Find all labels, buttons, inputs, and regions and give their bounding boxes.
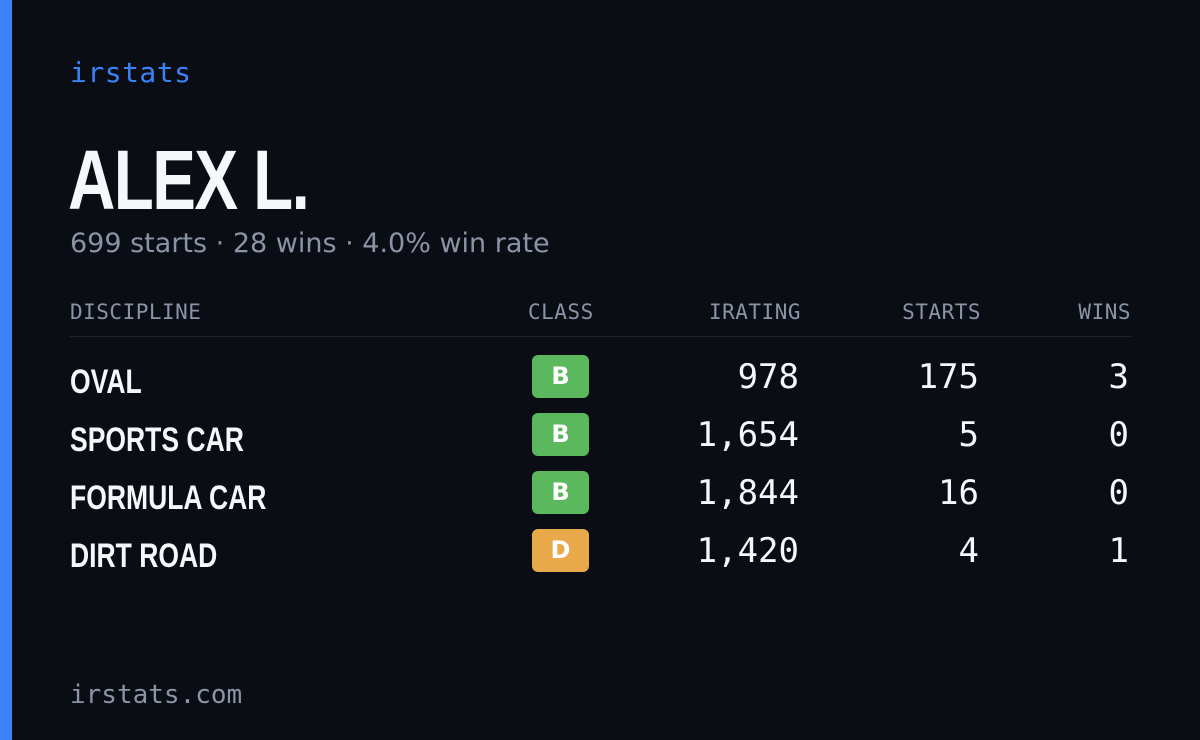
- irating-value: 1,844: [696, 473, 799, 513]
- irating-value: 1,420: [696, 531, 799, 571]
- player-summary: 699 starts · 28 wins · 4.0% win rate: [70, 228, 550, 259]
- wins-value: 3: [1108, 357, 1129, 397]
- wins-value: 0: [1108, 415, 1129, 455]
- class-badge: D: [532, 529, 589, 572]
- wins-value: 0: [1108, 473, 1129, 513]
- stats-table: DISCIPLINE CLASS IRATING STARTS WINS OVA…: [70, 296, 1131, 587]
- discipline-name: OVAL: [70, 363, 142, 401]
- header-irating: IRATING: [708, 300, 801, 324]
- table-header: DISCIPLINE CLASS IRATING STARTS WINS: [70, 296, 1131, 337]
- table-row: DIRT ROAD D 1,420 4 1: [70, 529, 1131, 587]
- brand-logo: irstats: [70, 56, 192, 89]
- discipline-name: FORMULA CAR: [70, 479, 267, 517]
- class-badge: B: [532, 413, 589, 456]
- header-wins: WINS: [1078, 300, 1131, 324]
- header-starts: STARTS: [902, 300, 981, 324]
- starts-value: 4: [958, 531, 979, 571]
- class-badge: B: [532, 355, 589, 398]
- wins-value: 1: [1108, 531, 1129, 571]
- irating-value: 978: [737, 357, 799, 397]
- header-class: CLASS: [528, 300, 594, 324]
- table-body: OVAL B 978 175 3 SPORTS CAR B 1,654 5 0 …: [70, 337, 1131, 587]
- accent-bar: [0, 0, 12, 740]
- table-row: OVAL B 978 175 3: [70, 355, 1131, 413]
- class-badge: B: [532, 471, 589, 514]
- starts-value: 175: [917, 357, 979, 397]
- irating-value: 1,654: [696, 415, 799, 455]
- player-name: ALEX L.: [68, 133, 310, 227]
- starts-value: 5: [958, 415, 979, 455]
- footer-url: irstats.com: [70, 680, 243, 710]
- table-row: SPORTS CAR B 1,654 5 0: [70, 413, 1131, 471]
- discipline-name: SPORTS CAR: [70, 421, 244, 459]
- discipline-name: DIRT ROAD: [70, 537, 218, 575]
- header-discipline: DISCIPLINE: [70, 300, 202, 324]
- starts-value: 16: [938, 473, 979, 513]
- table-row: FORMULA CAR B 1,844 16 0: [70, 471, 1131, 529]
